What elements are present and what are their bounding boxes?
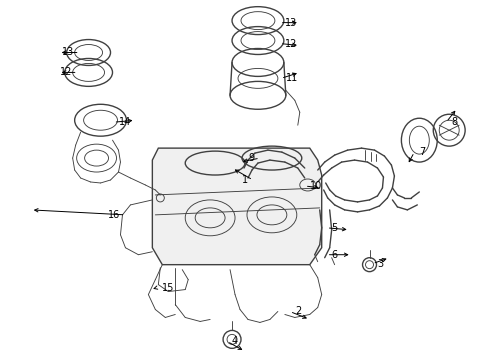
Text: 2: 2 (294, 306, 301, 316)
Text: 13: 13 (285, 18, 297, 28)
Polygon shape (152, 148, 321, 265)
Text: 15: 15 (162, 283, 174, 293)
Text: 12: 12 (285, 39, 297, 49)
Text: 14: 14 (118, 117, 130, 127)
Text: 12: 12 (60, 67, 73, 77)
Text: 9: 9 (248, 153, 254, 163)
Text: 3: 3 (377, 259, 383, 269)
Text: 1: 1 (242, 175, 247, 185)
Text: 5: 5 (331, 223, 337, 233)
Text: 7: 7 (419, 147, 425, 157)
Text: 8: 8 (450, 117, 456, 127)
Text: 4: 4 (232, 336, 238, 346)
Text: 11: 11 (285, 73, 298, 84)
Text: 6: 6 (331, 250, 337, 260)
Text: 13: 13 (62, 48, 75, 58)
Text: 10: 10 (309, 181, 321, 191)
Text: 16: 16 (108, 210, 120, 220)
